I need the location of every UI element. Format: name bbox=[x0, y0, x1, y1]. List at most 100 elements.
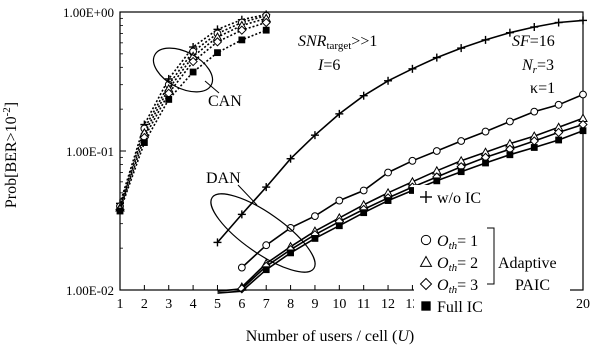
plus-marker bbox=[420, 191, 432, 203]
can-label: CAN bbox=[208, 93, 242, 110]
plus-marker bbox=[335, 109, 344, 118]
square-marker bbox=[555, 136, 563, 144]
x-tick-label: 10 bbox=[332, 297, 346, 312]
circle-marker bbox=[457, 137, 466, 145]
can-ellipse bbox=[152, 47, 214, 93]
square-marker bbox=[360, 209, 368, 217]
dan-ellipse bbox=[210, 193, 316, 273]
series-line bbox=[217, 129, 584, 294]
square-marker bbox=[214, 49, 221, 57]
square-marker bbox=[384, 197, 392, 204]
square-marker bbox=[335, 222, 343, 230]
triangle-marker bbox=[419, 255, 433, 267]
legend-label-oth3: Oth= 3 bbox=[437, 277, 478, 296]
plus-marker bbox=[237, 210, 246, 219]
dan-pointer bbox=[237, 184, 258, 206]
plus-marker bbox=[262, 183, 271, 192]
square-marker bbox=[311, 235, 319, 242]
circle-marker bbox=[335, 196, 344, 205]
plus-marker bbox=[481, 35, 490, 44]
param-nr: Nr=3 bbox=[521, 57, 554, 76]
x-tick-label: 1 bbox=[117, 297, 124, 312]
square-marker bbox=[457, 168, 465, 176]
square-marker bbox=[262, 266, 270, 274]
square-marker bbox=[421, 301, 431, 311]
diamond-marker bbox=[237, 25, 247, 35]
dan-label: DAN bbox=[206, 170, 241, 187]
y-tick-label: 1.00E-01 bbox=[66, 144, 114, 159]
square-marker bbox=[287, 249, 294, 257]
circle-marker bbox=[420, 234, 432, 246]
diamond-marker bbox=[212, 37, 223, 47]
x-tick-label: 9 bbox=[311, 297, 318, 312]
square-marker bbox=[262, 26, 270, 34]
circle-marker bbox=[311, 212, 319, 221]
series-dan-plus bbox=[213, 16, 587, 247]
plus-marker bbox=[213, 238, 222, 247]
plus-marker bbox=[457, 44, 466, 53]
diamond-marker bbox=[261, 17, 271, 28]
square-marker bbox=[165, 96, 173, 103]
y-tick-label: 1.00E+00 bbox=[63, 5, 114, 20]
series-line bbox=[217, 123, 584, 292]
plus-marker bbox=[579, 16, 587, 25]
x-tick-label: 6 bbox=[238, 297, 245, 312]
y-tick-label: 1.00E-02 bbox=[66, 283, 114, 298]
diamond-marker bbox=[419, 277, 433, 291]
square-marker bbox=[506, 151, 514, 159]
legend: w/o IC Oth= 1 Oth= 2 Oth= 3 Full IC Adap… bbox=[414, 185, 570, 333]
series-line bbox=[216, 19, 584, 243]
param-i: I=6 bbox=[317, 57, 340, 74]
circle-marker bbox=[554, 100, 563, 109]
circle-marker bbox=[237, 263, 246, 272]
series-dan-square bbox=[217, 127, 587, 294]
param-sf: SF=16 bbox=[512, 33, 555, 50]
square-marker bbox=[116, 207, 124, 215]
plus-marker bbox=[530, 22, 539, 31]
legend-label-wo-ic: w/o IC bbox=[437, 190, 481, 207]
plus-marker bbox=[359, 91, 368, 100]
plus-marker bbox=[432, 53, 441, 62]
series-can-plus bbox=[116, 10, 271, 208]
circle-marker bbox=[408, 156, 417, 165]
legend-label-oth1: Oth= 1 bbox=[437, 233, 478, 252]
legend-adaptive-label: Adaptive bbox=[498, 255, 557, 272]
series-layer bbox=[115, 10, 588, 294]
square-marker bbox=[238, 36, 246, 44]
circle-marker bbox=[579, 90, 587, 99]
diamond-marker bbox=[553, 127, 564, 138]
series-can-square bbox=[116, 26, 270, 215]
legend-paic-label: PAIC bbox=[515, 277, 550, 294]
circle-marker bbox=[359, 186, 368, 195]
circle-marker bbox=[262, 241, 271, 250]
plus-marker bbox=[384, 76, 393, 85]
x-tick-label: 2 bbox=[141, 297, 148, 312]
circle-marker bbox=[530, 107, 539, 116]
square-marker bbox=[433, 177, 441, 185]
circle-marker bbox=[384, 168, 392, 177]
x-tick-label: 4 bbox=[190, 297, 197, 312]
diamond-marker bbox=[188, 56, 198, 67]
plus-marker bbox=[310, 131, 319, 140]
legend-markers bbox=[419, 191, 433, 311]
legend-label-full-ic: Full IC bbox=[437, 299, 483, 316]
x-tick-label: 8 bbox=[287, 297, 294, 312]
x-axis-label: Number of users / cell (U) bbox=[246, 328, 414, 345]
x-tick-label: 5 bbox=[214, 297, 221, 312]
circle-marker bbox=[432, 147, 441, 155]
square-marker bbox=[409, 187, 416, 194]
square-marker bbox=[530, 144, 538, 151]
x-tick-label: 11 bbox=[357, 297, 370, 312]
x-tick-label: 3 bbox=[165, 297, 172, 312]
series-can-circle bbox=[116, 11, 271, 211]
y-axis-label: Prob[BER>10-2] bbox=[1, 102, 20, 208]
square-marker bbox=[140, 139, 148, 146]
plus-marker bbox=[408, 64, 417, 73]
circle-marker bbox=[481, 127, 490, 136]
square-marker bbox=[482, 159, 489, 167]
legend-bracket bbox=[487, 227, 495, 285]
x-tick-label: 7 bbox=[263, 297, 270, 312]
plus-marker bbox=[554, 18, 563, 27]
plus-marker bbox=[505, 28, 514, 37]
